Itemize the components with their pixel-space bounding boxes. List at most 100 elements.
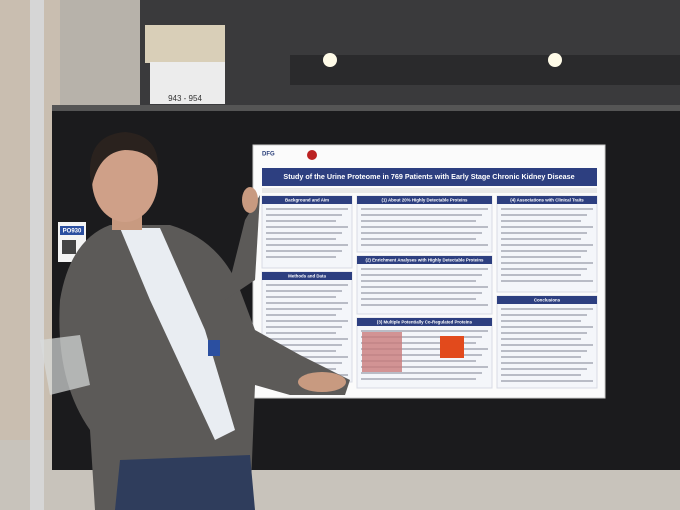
section-title: (3) Multiple Potentially Co-Regulated Pr… bbox=[377, 319, 473, 324]
text-line bbox=[361, 274, 482, 276]
text-line bbox=[266, 332, 336, 334]
text-line bbox=[361, 238, 476, 240]
section-title: (2) Enrichment Analyses with Highly Dete… bbox=[366, 257, 484, 262]
text-line bbox=[361, 232, 482, 234]
room-sign bbox=[150, 62, 225, 104]
text-line bbox=[501, 262, 593, 264]
section-header bbox=[497, 196, 597, 204]
text-line bbox=[361, 372, 482, 374]
text-line bbox=[266, 220, 336, 222]
qr-code bbox=[62, 240, 76, 254]
section-header bbox=[262, 196, 352, 204]
badge bbox=[208, 340, 220, 356]
text-line bbox=[501, 350, 587, 352]
text-line bbox=[361, 226, 488, 228]
text-line bbox=[266, 356, 348, 358]
text-line bbox=[266, 326, 342, 328]
text-line bbox=[266, 344, 342, 346]
duct bbox=[290, 55, 680, 85]
text-line bbox=[266, 214, 342, 216]
text-line bbox=[501, 314, 587, 316]
section-header bbox=[357, 256, 492, 264]
section-title: Background and Aim bbox=[285, 197, 329, 202]
text-line bbox=[266, 284, 348, 286]
text-line bbox=[266, 320, 348, 322]
text-line bbox=[501, 320, 581, 322]
text-line bbox=[501, 374, 581, 376]
text-line bbox=[266, 302, 348, 304]
text-line bbox=[361, 342, 476, 344]
section-header bbox=[357, 318, 492, 326]
title-bar bbox=[262, 168, 597, 186]
text-line bbox=[501, 250, 587, 252]
poster-title: Study of the Urine Proteome in 769 Patie… bbox=[283, 172, 574, 181]
text-line bbox=[266, 226, 348, 228]
text-line bbox=[501, 344, 593, 346]
section-body bbox=[496, 295, 598, 389]
heatmap bbox=[362, 332, 402, 372]
text-line bbox=[266, 338, 348, 340]
ceiling-light bbox=[323, 53, 337, 67]
text-line bbox=[266, 250, 342, 252]
text-line bbox=[361, 244, 488, 246]
text-line bbox=[361, 348, 488, 350]
text-line bbox=[501, 274, 581, 276]
plastic-bag bbox=[40, 335, 90, 395]
text-line bbox=[361, 330, 488, 332]
text-line bbox=[501, 308, 593, 310]
section-title: (1) About 20% Highly Detectable Proteins bbox=[382, 197, 469, 202]
text-line bbox=[361, 268, 488, 270]
board-frame bbox=[52, 105, 680, 111]
authors-line bbox=[262, 188, 597, 193]
room-number: 943 - 954 bbox=[168, 94, 202, 103]
text-line bbox=[501, 208, 593, 210]
text-line bbox=[501, 238, 581, 240]
section-body bbox=[356, 195, 493, 253]
text-line bbox=[501, 244, 593, 246]
jeans bbox=[115, 455, 255, 510]
text-line bbox=[266, 232, 342, 234]
ceiling bbox=[140, 0, 680, 105]
hair bbox=[89, 132, 159, 185]
text-line bbox=[266, 208, 348, 210]
section-header bbox=[357, 196, 492, 204]
text-line bbox=[361, 360, 476, 362]
pole bbox=[30, 0, 44, 510]
raised-hand bbox=[242, 187, 258, 213]
section-header bbox=[497, 296, 597, 304]
text-line bbox=[266, 244, 348, 246]
text-line bbox=[501, 232, 587, 234]
board-tag-band bbox=[60, 226, 84, 235]
section-header bbox=[262, 272, 352, 280]
face bbox=[92, 138, 158, 222]
logo-mark bbox=[307, 150, 317, 160]
text-line bbox=[501, 368, 587, 370]
text-line bbox=[501, 362, 593, 364]
text-line bbox=[266, 314, 336, 316]
text-line bbox=[266, 308, 342, 310]
board-label: PO930 bbox=[63, 229, 82, 235]
text-line bbox=[501, 380, 593, 382]
text-line bbox=[501, 214, 587, 216]
poster-logo: DFG bbox=[262, 152, 275, 158]
text-line bbox=[501, 280, 593, 282]
text-line bbox=[361, 286, 488, 288]
text-line bbox=[361, 220, 476, 222]
text-line bbox=[361, 208, 488, 210]
text-line bbox=[361, 378, 476, 380]
text-line bbox=[361, 354, 482, 356]
text-line bbox=[501, 226, 593, 228]
booth-box bbox=[145, 25, 225, 63]
text-line bbox=[361, 214, 482, 216]
text-line bbox=[266, 290, 342, 292]
text-line bbox=[501, 220, 581, 222]
raised-arm bbox=[225, 195, 260, 300]
text-line bbox=[501, 268, 587, 270]
text-line bbox=[266, 238, 336, 240]
text-line bbox=[501, 338, 581, 340]
text-line bbox=[361, 304, 488, 306]
section-title: Conclusions bbox=[534, 297, 561, 302]
text-line bbox=[361, 280, 476, 282]
text-line bbox=[266, 296, 336, 298]
